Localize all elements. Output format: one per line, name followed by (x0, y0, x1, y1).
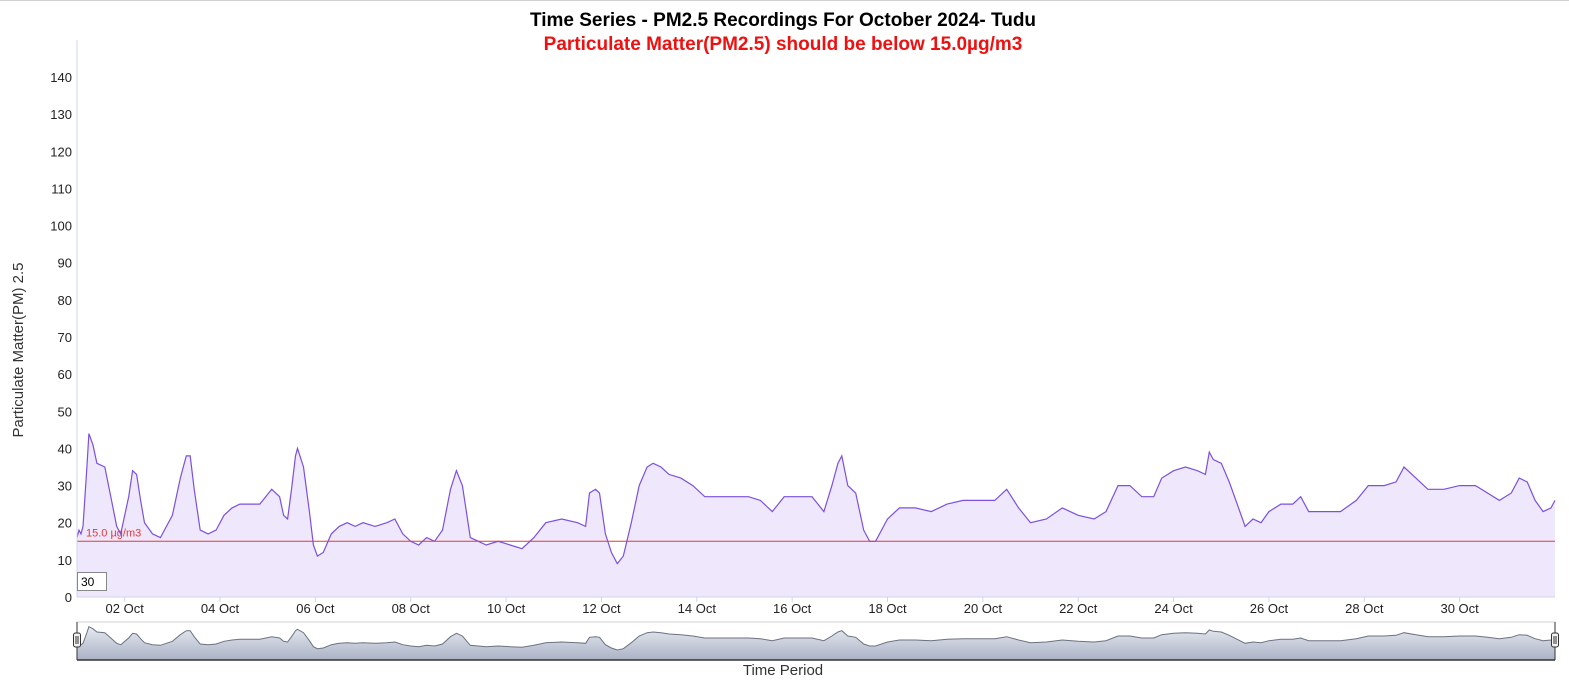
navigator-line (76, 625, 1556, 651)
y-tick-label: 100 (50, 219, 72, 234)
x-axis: 02 Oct 04 Oct 06 Oct 08 Oct 10 Oct 12 Oct 14 O… (77, 596, 1555, 616)
y-tick-label: 50 (58, 404, 72, 419)
x-tick-label: 18 Oct (868, 601, 907, 616)
x-tick-label: 02 Oct (106, 601, 145, 616)
y-tick-label: 0 (65, 590, 72, 605)
x-tick-label: 12 Oct (582, 601, 621, 616)
y-tick-label: 40 (58, 441, 72, 456)
y-tick-label: 60 (58, 367, 72, 382)
x-tick-label: 30 Oct (1440, 601, 1479, 616)
plot-area: 15.0 µg/m3 (76, 433, 1556, 597)
y-tick-label: 20 (58, 516, 72, 531)
y-tick-label: 120 (50, 144, 72, 159)
y-axis: 0 10 20 30 40 50 60 70 80 90 100 110 120 130 140 (50, 40, 78, 605)
navigator-area (77, 626, 1555, 660)
x-tick-label: 14 Oct (678, 601, 717, 616)
handle-grip (1551, 632, 1559, 648)
y-tick-label: 140 (50, 70, 72, 85)
y-tick-label: 70 (58, 330, 72, 345)
x-tick-label: 22 Oct (1059, 601, 1098, 616)
period-days-input[interactable]: 30 (77, 572, 107, 591)
y-axis-label: Particulate Matter(PM) 2.5 (10, 262, 27, 437)
navigator-right-handle[interactable] (1551, 622, 1559, 660)
x-tick-label: 28 Oct (1345, 601, 1384, 616)
y-tick-label: 10 (58, 553, 72, 568)
x-tick-label: 06 Oct (296, 601, 335, 616)
x-tick-label: 26 Oct (1250, 601, 1289, 616)
time-navigator[interactable] (73, 621, 1559, 661)
x-tick-label: 16 Oct (773, 601, 812, 616)
pm25-area-fill (77, 433, 1555, 597)
x-tick-label: 08 Oct (392, 601, 431, 616)
y-tick-label: 130 (50, 107, 72, 122)
chart-title: Time Series - PM2.5 Recordings For Octob… (529, 10, 1037, 31)
threshold-label: 15.0 µg/m3 (86, 527, 141, 539)
x-axis-label: Time Period (743, 662, 823, 679)
navigator-left-handle[interactable] (73, 622, 81, 660)
pm25-series-line (76, 433, 1556, 565)
x-tick-label: 20 Oct (964, 601, 1003, 616)
y-tick-label: 80 (58, 293, 72, 308)
top-border (0, 0, 1569, 1)
chart-subtitle: Particulate Matter(PM2.5) should be belo… (543, 34, 1023, 55)
handle-grip (73, 632, 81, 648)
y-tick-label: 110 (51, 181, 72, 196)
y-tick-label: 30 (58, 479, 72, 494)
y-tick-label: 90 (58, 256, 72, 271)
x-tick-label: 10 Oct (487, 601, 526, 616)
x-tick-label: 24 Oct (1154, 601, 1193, 616)
x-tick-label: 04 Oct (201, 601, 240, 616)
